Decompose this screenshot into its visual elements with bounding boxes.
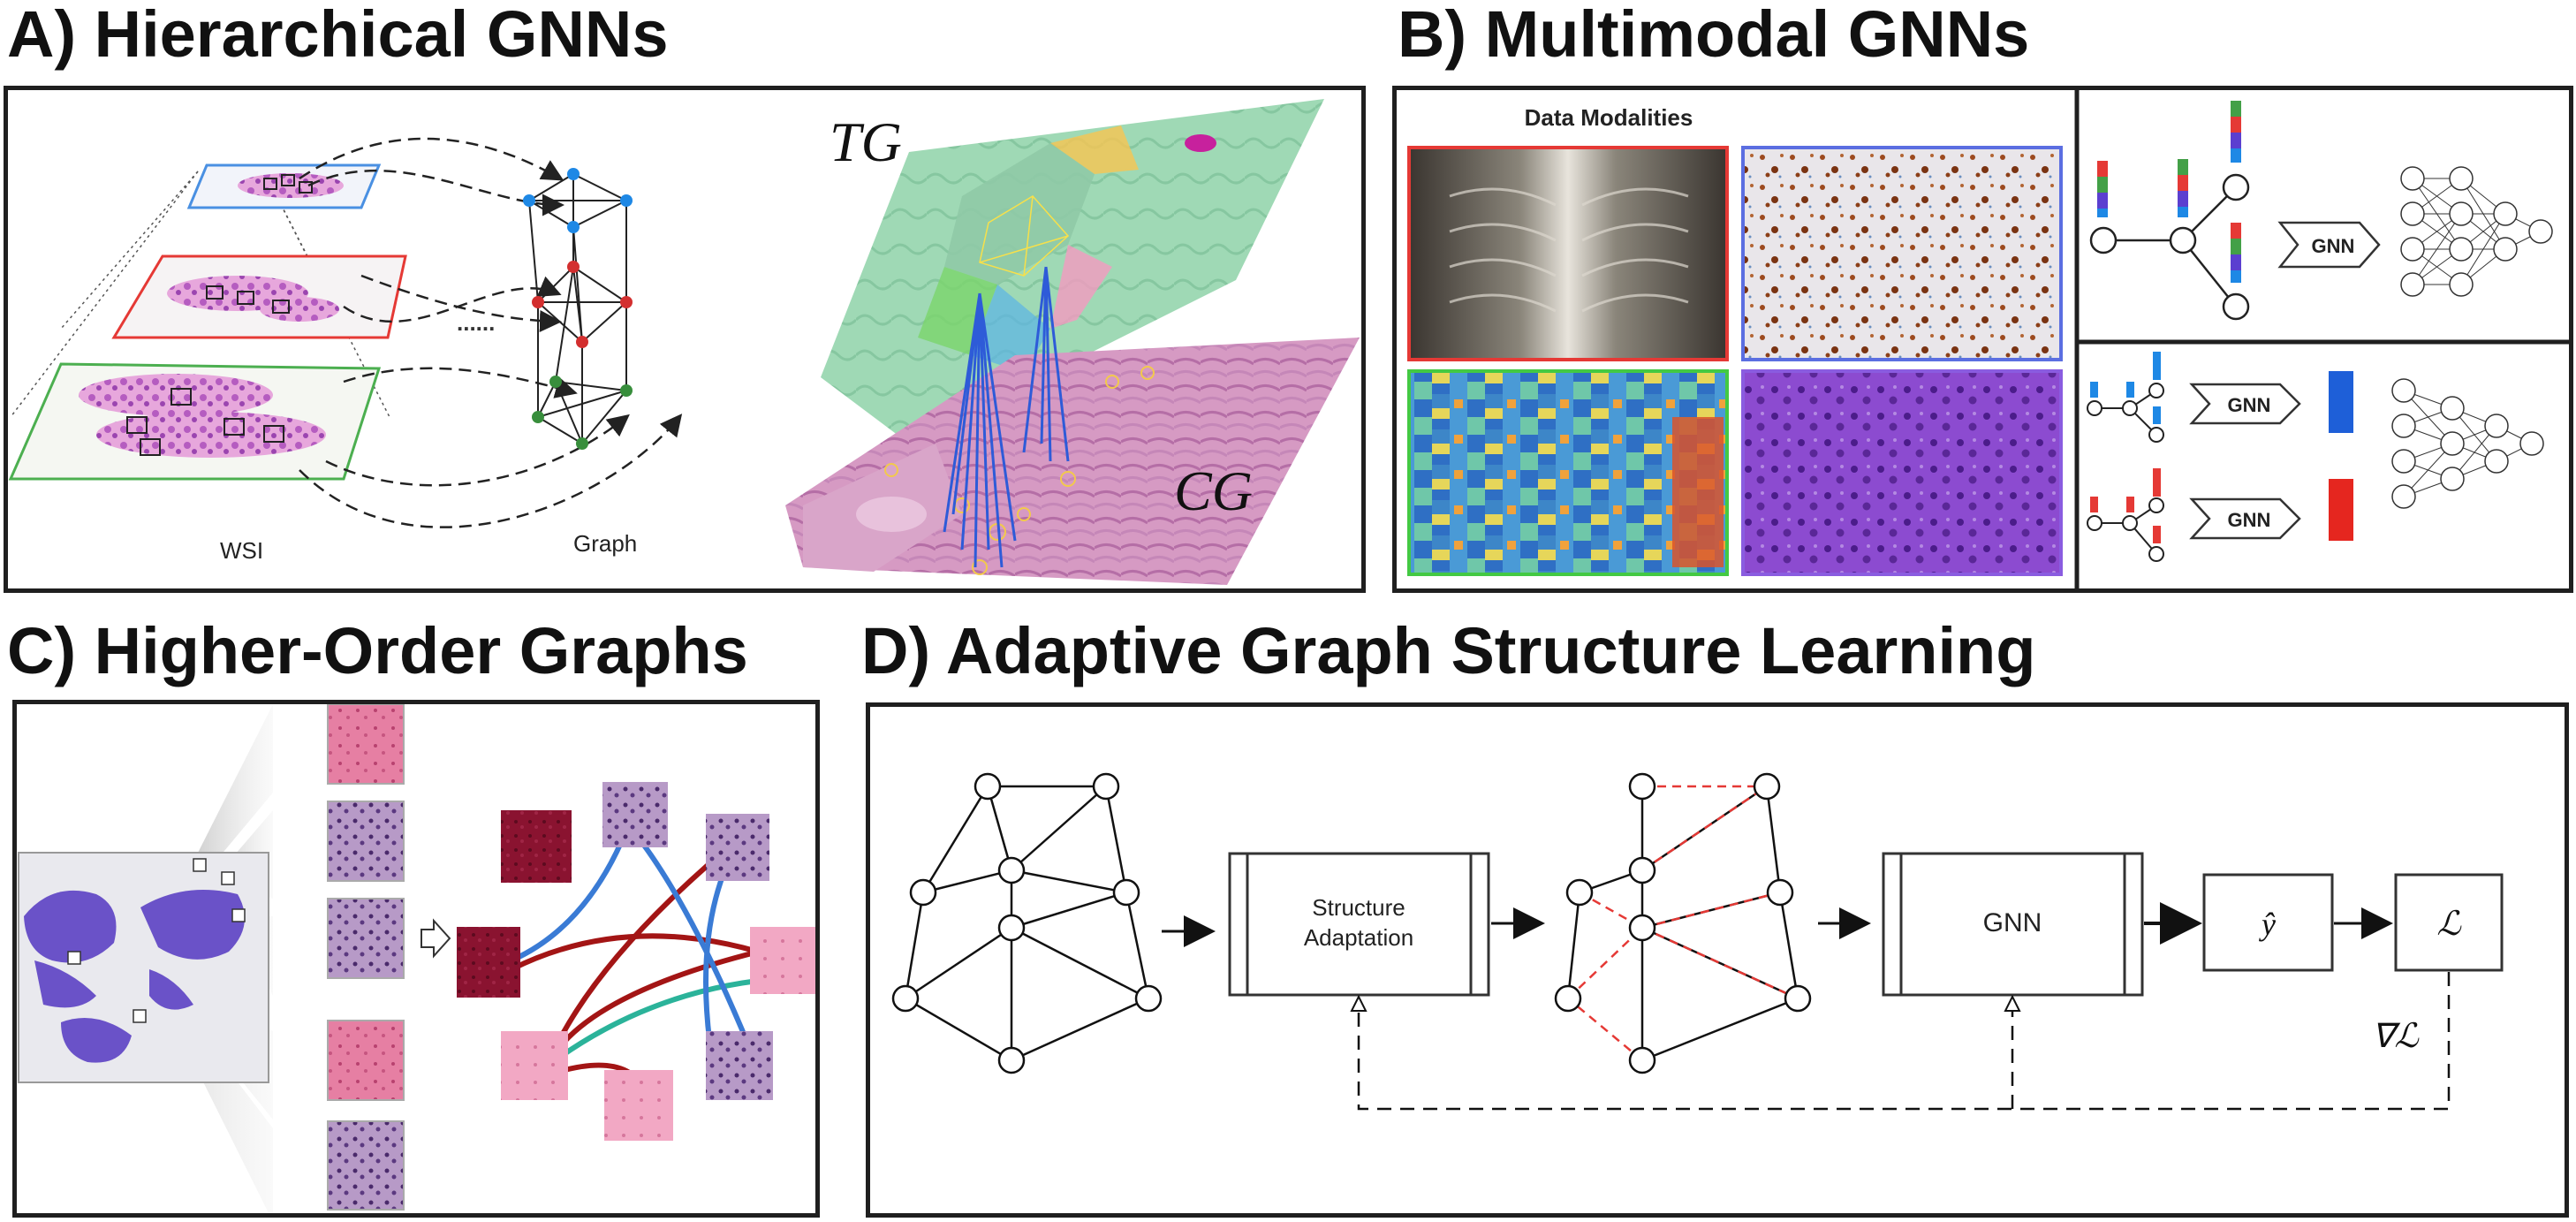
gnn-block: GNN bbox=[1882, 852, 2144, 997]
panel-a-title: A) Hierarchical GNNs bbox=[7, 0, 669, 71]
graph-label: Graph bbox=[573, 530, 637, 557]
data-modalities-title: Data Modalities bbox=[1525, 104, 1693, 131]
input-graph-nodes bbox=[891, 772, 1163, 1074]
gradient-feedback-loop bbox=[1357, 972, 2451, 1111]
gradient-loss-label: ∇ℒ bbox=[2372, 1018, 2420, 1055]
neural-network-icon bbox=[2400, 166, 2553, 297]
wsi-level-bottom bbox=[8, 362, 382, 481]
hierarchical-gnn-diagram: ...... WSI Graph bbox=[8, 99, 1360, 585]
multimodal-gnn-diagram: Data Modalities GNN bbox=[1407, 90, 2569, 588]
hierarchical-graph bbox=[527, 172, 629, 445]
svg-text:ℒ: ℒ bbox=[2436, 906, 2462, 943]
prediction-box: ŷ bbox=[2202, 873, 2334, 972]
higher-order-graph-diagram bbox=[18, 704, 815, 1213]
zoom-arrow-icon bbox=[420, 918, 451, 959]
panel-c-higher-order-graphs bbox=[12, 700, 820, 1218]
wsi-thumbnail bbox=[18, 852, 269, 1083]
adapted-graph-nodes bbox=[1554, 772, 1812, 1074]
panel-b-title: B) Multimodal GNNs bbox=[1398, 0, 2030, 71]
level-to-graph-arrows bbox=[299, 137, 683, 528]
cell-graph-plane bbox=[785, 338, 1360, 585]
gnn-block-2: GNN bbox=[2189, 383, 2301, 425]
panel-d-title: D) Adaptive Graph Structure Learning bbox=[861, 614, 2036, 687]
patch-tile-1 bbox=[327, 704, 405, 785]
patch-tile-4 bbox=[327, 1020, 405, 1101]
loss-box: ℒ bbox=[2394, 873, 2504, 972]
hyper-node-1 bbox=[457, 927, 520, 998]
panel-d-adaptive-structure-learning: Structure Adaptation GNN ŷ bbox=[866, 702, 2569, 1218]
embedding-bar-blue bbox=[2329, 371, 2353, 433]
svg-text:GNN: GNN bbox=[2312, 235, 2355, 257]
hyper-node-7 bbox=[604, 1070, 673, 1141]
hyper-node-3 bbox=[602, 782, 668, 847]
svg-text:GNN: GNN bbox=[2228, 509, 2271, 531]
panel-b-multimodal-gnns: Data Modalities GNN bbox=[1392, 86, 2573, 593]
wsi-label: WSI bbox=[220, 537, 263, 564]
svg-text:GNN: GNN bbox=[1983, 908, 2042, 937]
embedding-bar-red bbox=[2329, 479, 2353, 541]
added-edges bbox=[1567, 785, 1799, 1061]
input-graph bbox=[904, 785, 1150, 1062]
gnn-block-3: GNN bbox=[2189, 497, 2301, 540]
patch-tile-5 bbox=[327, 1120, 405, 1211]
wsi-tissue bbox=[24, 890, 245, 1063]
svg-text:Structure: Structure bbox=[1312, 894, 1405, 921]
wsi-level-middle bbox=[111, 254, 407, 339]
early-fusion-graph bbox=[2089, 173, 2250, 321]
histology-modality-image bbox=[1741, 369, 2063, 576]
hyper-node-5 bbox=[750, 927, 815, 994]
adapted-graph bbox=[1566, 785, 1799, 1062]
neural-network-icon-2 bbox=[2391, 378, 2544, 509]
hyper-node-8 bbox=[706, 1031, 773, 1100]
patch-tile-3 bbox=[327, 898, 405, 979]
late-fusion-graph-1 bbox=[2087, 352, 2164, 443]
cg-label: CG bbox=[1174, 459, 1253, 522]
svg-text:GNN: GNN bbox=[2228, 394, 2271, 416]
hyper-node-6 bbox=[501, 1031, 568, 1100]
adaptive-structure-diagram: Structure Adaptation GNN ŷ bbox=[891, 772, 2504, 1111]
tg-label: TG bbox=[830, 110, 902, 173]
feature-bar-icon bbox=[2097, 101, 2241, 283]
graph-ellipsis: ...... bbox=[457, 309, 495, 336]
panel-c-title: C) Higher-Order Graphs bbox=[7, 614, 748, 687]
late-fusion-graph-2 bbox=[2087, 468, 2164, 562]
graph-nodes bbox=[523, 168, 633, 450]
hyper-node-4 bbox=[706, 814, 769, 881]
ihc-modality-image bbox=[1741, 146, 2063, 361]
svg-text:ŷ: ŷ bbox=[2259, 907, 2276, 942]
cross-graph-edges bbox=[943, 266, 1070, 568]
tissue-graph-plane bbox=[821, 99, 1324, 444]
xray-modality-image bbox=[1407, 146, 1729, 361]
gnn-block-1: GNN bbox=[2277, 221, 2381, 269]
svg-text:Adaptation: Adaptation bbox=[1304, 924, 1413, 951]
panel-a-hierarchical-gnns: ...... WSI Graph bbox=[4, 86, 1366, 593]
hyper-node-2 bbox=[501, 810, 572, 883]
patch-tile-2 bbox=[327, 801, 405, 882]
structure-adaptation-block: Structure Adaptation bbox=[1228, 852, 1490, 997]
